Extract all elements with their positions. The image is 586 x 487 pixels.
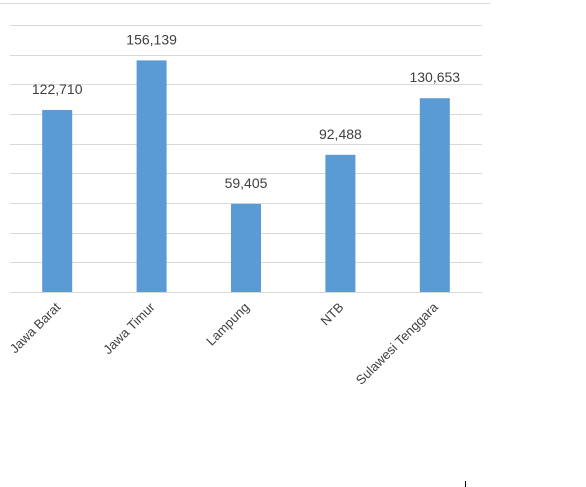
data-label: 130,653	[409, 69, 460, 85]
data-label: 59,405	[225, 175, 268, 191]
bar	[136, 60, 167, 293]
bar	[325, 154, 356, 292]
gridlines	[10, 25, 482, 293]
category-labels: Jawa Barat Jawa Timur Lampung NTB Sulawesi T…	[7, 299, 442, 388]
data-label: 156,139	[126, 31, 177, 47]
data-label: 92,488	[319, 126, 362, 142]
bars	[42, 60, 450, 293]
category-label: Lampung	[203, 300, 252, 349]
data-label: 122,710	[32, 81, 83, 97]
bar	[419, 98, 450, 292]
value-labels: 122,710 156,139 59,405 92,488 130,653	[32, 31, 460, 190]
category-label: Jawa Timur	[100, 299, 158, 357]
bar	[231, 203, 261, 292]
category-label: Jawa Barat	[7, 299, 64, 356]
category-label: Sulawesi Tenggara	[353, 299, 442, 388]
bar	[42, 109, 73, 292]
category-label: NTB	[318, 300, 347, 329]
